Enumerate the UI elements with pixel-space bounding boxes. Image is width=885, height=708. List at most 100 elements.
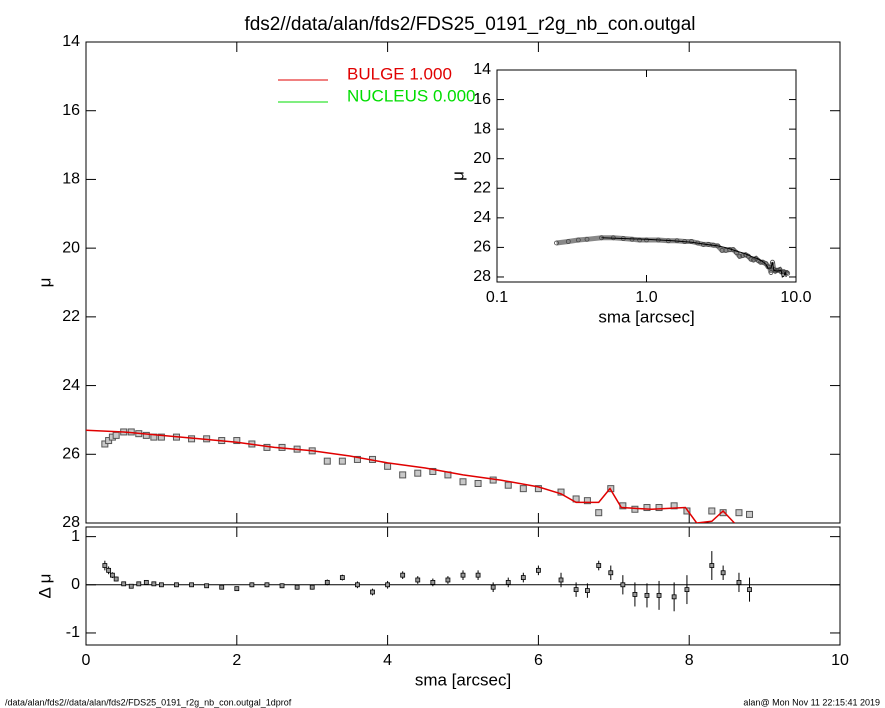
data-point <box>708 507 716 515</box>
data-point <box>583 497 591 505</box>
residual-point <box>736 579 742 585</box>
residual-point <box>324 579 330 585</box>
y-axis-label: μ <box>35 278 54 288</box>
data-point <box>504 481 512 489</box>
plot-frame <box>85 41 841 524</box>
y-tick-label: 26 <box>473 239 491 256</box>
residual-point <box>709 563 715 568</box>
x-axis-label: sma [arcsec] <box>598 307 694 326</box>
plot-area <box>86 551 840 612</box>
legend-label: BULGE 1.000 <box>347 64 452 83</box>
residual-point <box>189 582 194 588</box>
profile-point <box>737 253 743 259</box>
residual-point <box>620 582 626 588</box>
residual-point <box>671 594 677 600</box>
profile-point <box>740 253 746 258</box>
plot-frame <box>85 526 841 646</box>
residual-point <box>558 577 564 583</box>
profile-point <box>644 237 649 243</box>
data-point <box>414 469 422 477</box>
y-tick-label: 24 <box>473 209 491 226</box>
residual-point <box>355 582 360 588</box>
residual-point <box>632 592 638 597</box>
data-point <box>429 467 437 475</box>
x-tick-label: 2 <box>232 652 241 669</box>
residual-point <box>585 588 590 593</box>
plot-area <box>554 235 791 278</box>
data-point <box>631 505 639 513</box>
y-tick-label: 18 <box>473 120 491 137</box>
y-tick-label: 14 <box>473 61 491 78</box>
residual-point <box>644 592 650 598</box>
x-axis-label: sma [arcsec] <box>415 670 511 689</box>
residual-point <box>113 576 119 582</box>
residual-point <box>309 584 315 590</box>
residual-point <box>608 570 614 576</box>
y-tick-label: 1 <box>71 528 80 545</box>
y-tick-label: 28 <box>62 514 80 531</box>
y-tick-label: -1 <box>66 624 80 641</box>
x-tick-label: 10 <box>831 652 849 669</box>
y-tick-label: 20 <box>473 150 491 167</box>
profile-point <box>565 239 571 244</box>
residual-point <box>370 589 375 595</box>
x-tick-label: 10.0 <box>780 289 811 306</box>
residual-point <box>475 572 481 578</box>
x-tick-label: 8 <box>685 652 694 669</box>
y-tick-label: 22 <box>473 179 491 196</box>
y-tick-label: 24 <box>62 377 80 394</box>
model-line <box>601 237 787 278</box>
residual-point <box>720 570 726 576</box>
data-point <box>557 488 565 496</box>
residual-point <box>143 579 149 585</box>
residual-point <box>520 575 526 580</box>
residual-point <box>102 563 108 568</box>
residual-point <box>430 579 436 585</box>
profile-point <box>751 257 756 263</box>
x-tick-label: 0 <box>82 652 91 669</box>
data-point <box>519 485 527 493</box>
plot-frame <box>496 69 797 283</box>
residual-point <box>128 583 134 589</box>
residual-point <box>460 572 466 578</box>
data-point <box>338 457 346 465</box>
residual-point <box>234 586 240 592</box>
residual-point <box>151 581 157 587</box>
residual-point <box>121 581 127 587</box>
x-tick-label: 4 <box>383 652 392 669</box>
residual-point <box>747 587 752 593</box>
y-tick-label: 28 <box>473 268 491 285</box>
profile-point <box>584 236 590 242</box>
profile-point <box>637 237 643 243</box>
data-point <box>233 437 241 445</box>
profile-point <box>768 270 774 275</box>
residual-point <box>400 572 406 578</box>
residual-point <box>264 582 270 588</box>
data-point <box>459 478 467 486</box>
footer-right: alan@ Mon Nov 11 22:15:41 2019 <box>743 697 880 707</box>
residual-point <box>136 581 142 587</box>
residual-point <box>339 575 345 580</box>
residual-point <box>294 584 300 590</box>
residual-point <box>536 567 541 573</box>
y-axis-label: Δ μ <box>35 574 54 599</box>
residual-point <box>573 587 579 593</box>
residual-point <box>385 582 391 588</box>
profile-point <box>575 237 581 243</box>
data-point <box>384 462 392 470</box>
y-tick-label: 26 <box>62 446 80 463</box>
residual-point <box>279 583 285 589</box>
residual-point <box>106 567 112 573</box>
data-point <box>474 479 482 487</box>
profile-line <box>556 235 790 276</box>
x-tick-label: 0.1 <box>486 289 508 306</box>
data-point <box>534 485 542 493</box>
y-axis-label: μ <box>448 171 467 181</box>
residual-point <box>109 572 115 578</box>
x-tick-label: 6 <box>534 652 543 669</box>
chart-title: fds2//data/alan/fds2/FDS25_0191_r2g_nb_c… <box>244 14 695 35</box>
profile-point <box>554 240 559 246</box>
residual-point <box>174 582 179 588</box>
y-tick-label: 14 <box>62 33 80 50</box>
